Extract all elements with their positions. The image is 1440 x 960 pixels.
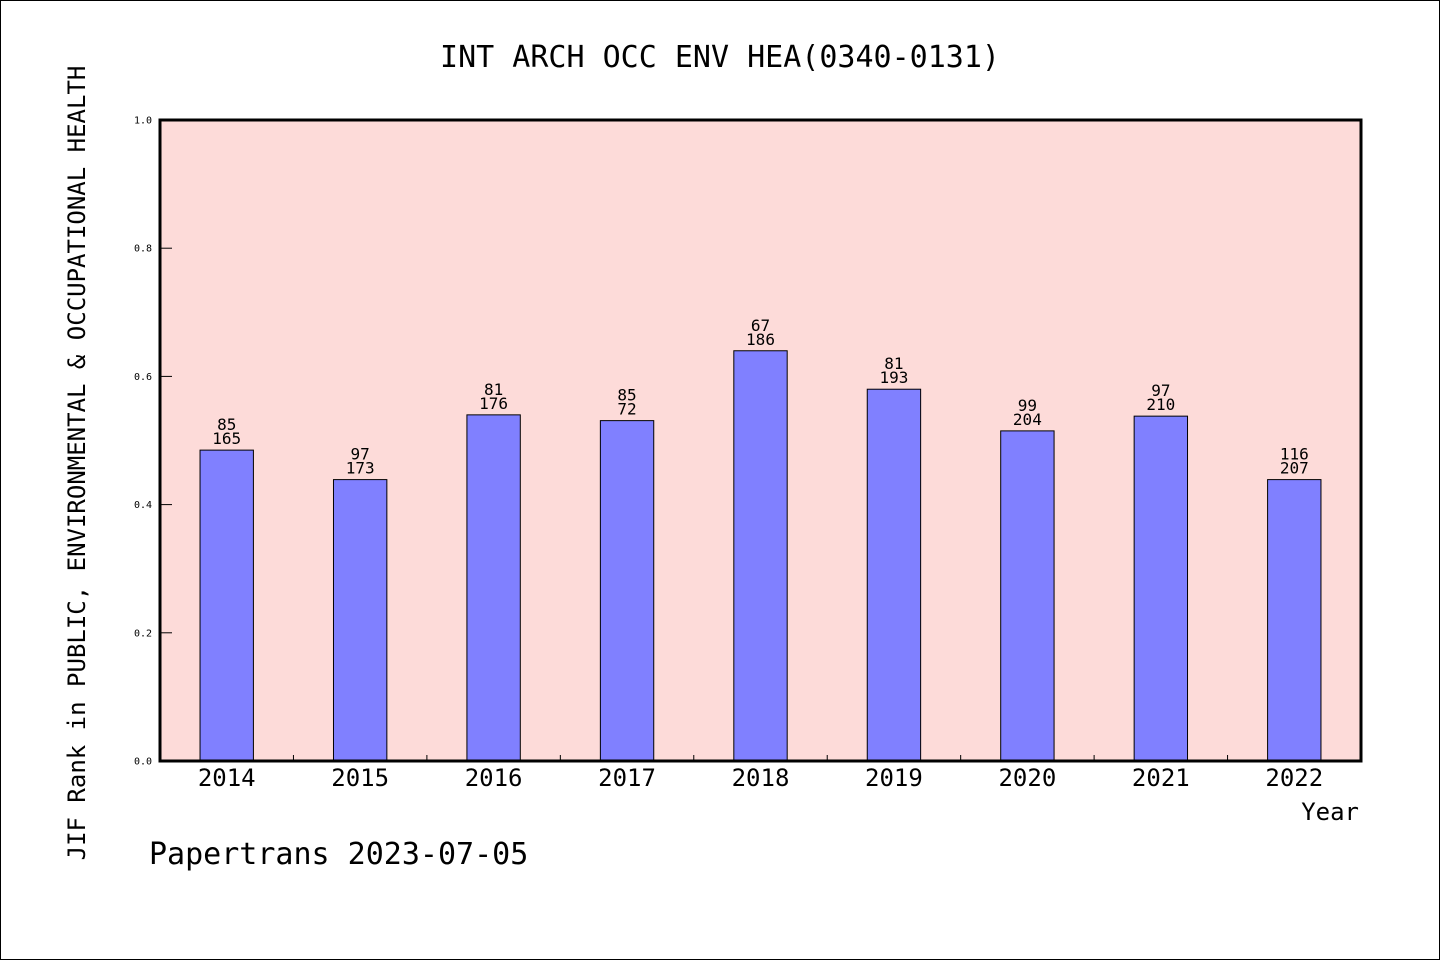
bar-rank-label: 81 — [884, 354, 903, 373]
y-tick-label: 1.0 — [134, 116, 152, 127]
bar-total-label: 173 — [346, 459, 375, 478]
bar-total-label: 176 — [479, 394, 508, 413]
bar-total-label: 72 — [617, 400, 636, 419]
x-tick-label: 2016 — [465, 764, 523, 792]
bar-2021 — [1133, 415, 1189, 762]
x-tick-label: 2018 — [732, 764, 790, 792]
bar-2020 — [1000, 430, 1055, 762]
bar-total-label: 186 — [746, 330, 775, 349]
x-axis-title: Year — [1301, 798, 1359, 826]
y-tick-label: 0.6 — [134, 372, 152, 383]
bar-rank-label: 97 — [1151, 381, 1170, 400]
bar-total-label: 165 — [212, 429, 241, 448]
x-tick-label: 2014 — [198, 764, 256, 792]
x-tick-label: 2017 — [598, 764, 656, 792]
y-tick-label: 0.2 — [134, 628, 152, 639]
bar-total-label: 193 — [879, 368, 908, 387]
bar-rank-label: 99 — [1018, 396, 1037, 415]
bar-2014 — [199, 449, 254, 762]
x-tick-label: 2015 — [331, 764, 389, 792]
bar-2018 — [733, 350, 788, 762]
bar-rank-label: 67 — [751, 316, 770, 335]
y-axis-title: JIF Rank in PUBLIC, ENVIRONMENTAL & OCCU… — [63, 66, 91, 861]
x-tick-label: 2021 — [1132, 764, 1190, 792]
x-tick-label: 2022 — [1265, 764, 1323, 792]
bar-rank-label: 85 — [217, 415, 236, 434]
bar-rank-label: 116 — [1280, 445, 1309, 464]
y-tick-label: 0.4 — [134, 500, 152, 511]
x-tick-label: 2019 — [865, 764, 923, 792]
footer-credit: Papertrans 2023-07-05 — [149, 837, 528, 872]
x-tick-label: 2020 — [998, 764, 1056, 792]
bar-rank-label: 85 — [617, 386, 636, 405]
y-tick-label: 0.8 — [134, 244, 152, 255]
bar-2016 — [466, 414, 521, 762]
chart-title: INT ARCH OCC ENV HEA(0340-0131) — [440, 40, 1000, 75]
bar-2015 — [332, 479, 388, 762]
x-axis: 2014 2015 2016 2017 2018 2019 2020 2021 2022 — [198, 755, 1323, 792]
bar-2019 — [866, 388, 922, 762]
y-tick-label: 0.0 — [134, 757, 152, 768]
bar-total-label: 207 — [1280, 459, 1309, 478]
plot-border — [158, 118, 1363, 763]
bar-rank-label: 97 — [351, 445, 370, 464]
bar-2022 — [1267, 479, 1322, 762]
bar-total-label: 210 — [1146, 395, 1175, 414]
bar-rank-label: 81 — [484, 380, 503, 399]
bar-2017 — [599, 420, 655, 762]
bar-total-label: 204 — [1013, 410, 1042, 429]
